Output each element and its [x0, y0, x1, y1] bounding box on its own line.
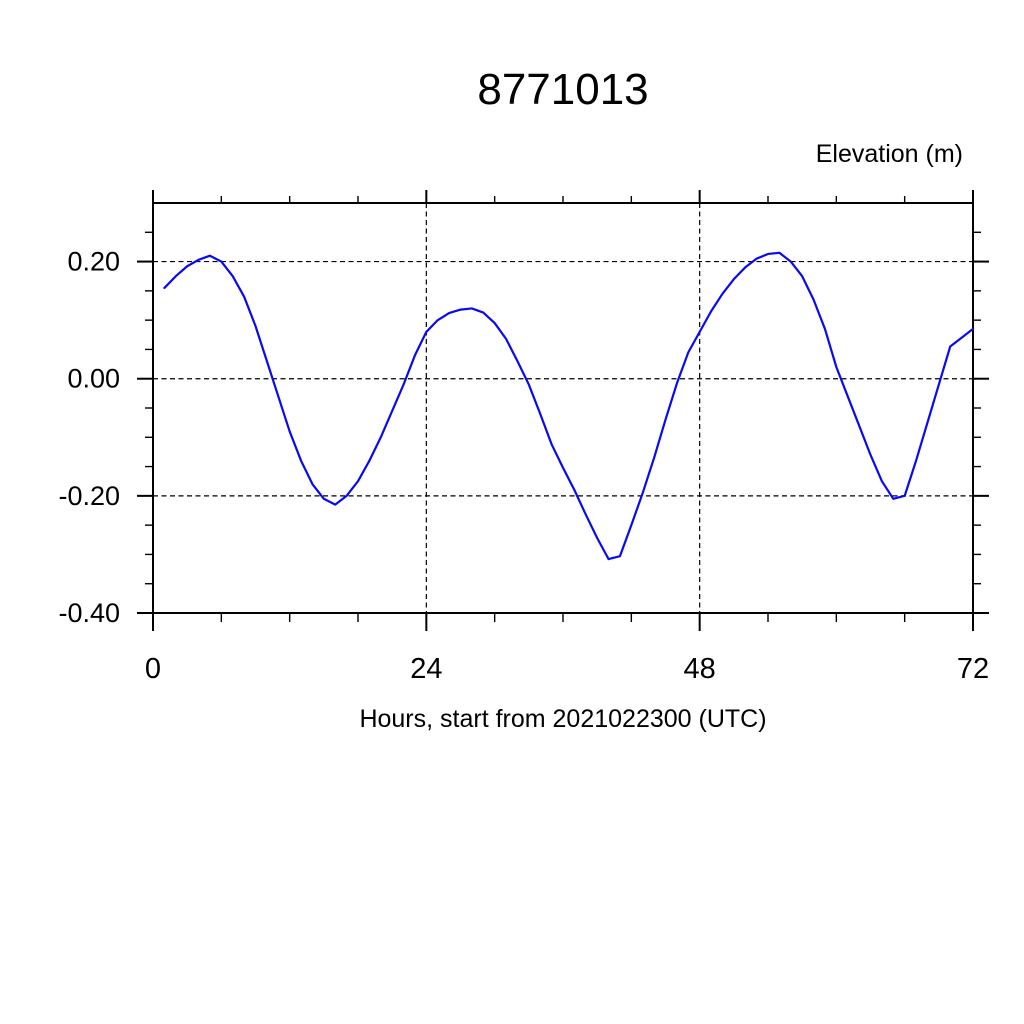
y-tick-label--0.40: -0.40	[58, 598, 120, 628]
y-axis-title: Elevation (m)	[816, 140, 963, 168]
series-group	[163, 251, 975, 561]
x-tick-label-72: 72	[957, 653, 989, 685]
x-tick-label-0: 0	[145, 653, 161, 685]
elevation-line	[163, 251, 975, 561]
y-tick-label-0.00: 0.00	[67, 364, 120, 394]
y-tick-label--0.20: -0.20	[58, 481, 120, 511]
axis-ticks	[137, 190, 989, 631]
x-tick-label-48: 48	[684, 653, 716, 685]
plot-border-group	[152, 202, 974, 614]
y-tick-label-0.20: 0.20	[67, 247, 120, 277]
x-axis-label: Hours, start from 2021022300 (UTC)	[359, 705, 766, 733]
chart-title: 8771013	[477, 65, 648, 114]
gridlines	[153, 203, 974, 614]
tick-labels: 0 24 48 72 0.20 0.00 -0.20 -0.40	[58, 247, 989, 685]
x-tick-label-24: 24	[410, 653, 442, 685]
plot-border	[152, 202, 974, 614]
